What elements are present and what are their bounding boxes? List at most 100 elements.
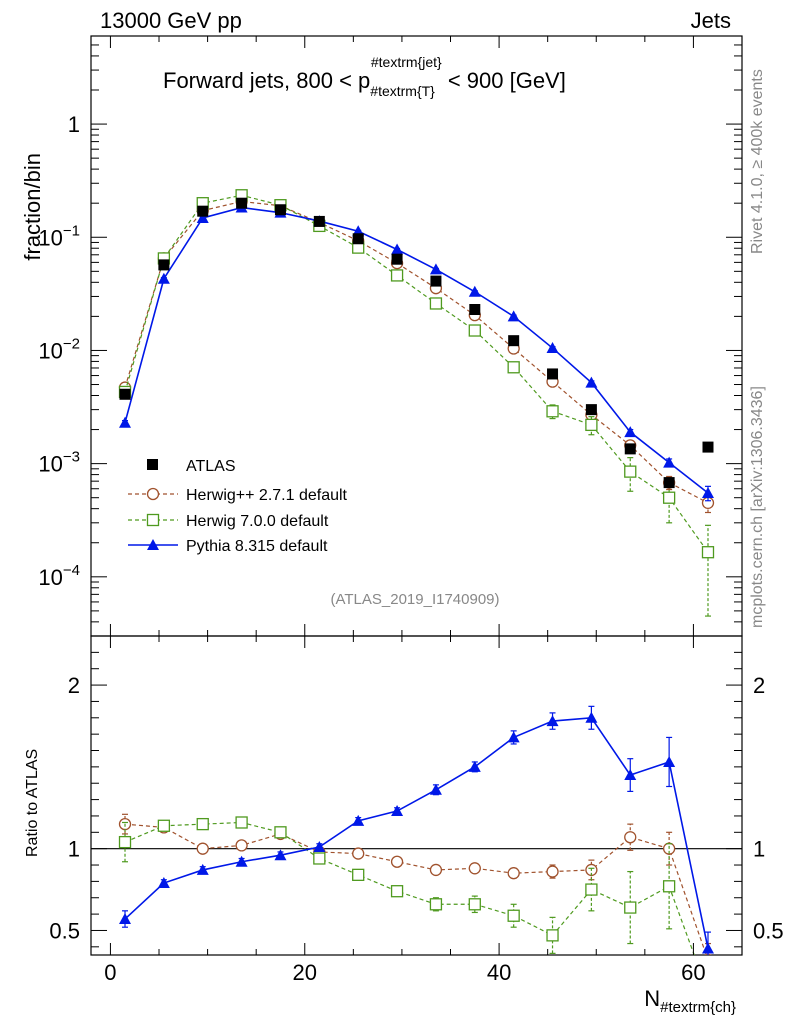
ratio-point-herwigpp <box>352 847 365 860</box>
legend-marker-pythia <box>147 539 159 550</box>
main-point-data <box>391 253 403 265</box>
ratio-point-pythia <box>119 913 132 925</box>
ratio-point-herwigpp <box>235 839 248 852</box>
y-tick-label: 10−4 <box>38 562 80 590</box>
chart-title-tail: < 900 [GeV] <box>442 68 566 93</box>
legend-label-pythia: Pythia 8.315 default <box>186 538 328 555</box>
legend-marker-atlas <box>147 459 158 470</box>
main-line-pythia <box>124 206 709 494</box>
ratio-point-herwig7 <box>702 987 713 998</box>
y-tick-label-base: 10 <box>38 452 62 477</box>
main-point-data <box>274 204 286 216</box>
chart-title-superscript: #textrm{jet} <box>371 54 442 70</box>
main-point-pythia <box>663 456 676 468</box>
chart-title-subscript: #textrm{T} <box>370 83 435 99</box>
x-axis-label: N#textrm{ch} <box>644 986 736 1016</box>
main-plot-layer <box>118 189 715 617</box>
ratio-point-herwigpp <box>546 865 559 878</box>
ratio-series-herwigpp <box>118 813 712 955</box>
main-point-data <box>702 441 714 453</box>
ratio-point-herwig7 <box>352 868 365 881</box>
x-tick-label: 0 <box>104 960 116 985</box>
ratio-point-herwig7 <box>507 909 520 922</box>
main-point-data <box>585 404 597 416</box>
x-axis-label-main: N <box>644 986 660 1011</box>
y-tick-label-base: 10 <box>38 338 62 363</box>
ratio-point-pythia <box>663 755 676 767</box>
main-point-pythia <box>196 211 209 223</box>
ratio-point-pythia <box>235 855 248 867</box>
main-point-herwig7 <box>468 324 481 337</box>
legend-label-atlas: ATLAS <box>186 458 236 475</box>
ratio-point-pythia <box>196 863 209 875</box>
ratio-point-pythia <box>391 805 404 817</box>
main-point-herwig7 <box>701 546 715 559</box>
ratio-point-herwig7 <box>546 929 559 942</box>
legend-marker-herwigpp <box>146 487 160 501</box>
legend: ATLAS Herwig++ 2.7.1 default Herwig 7.0.… <box>128 458 348 555</box>
main-point-data <box>624 443 636 455</box>
ratio-point-pythia <box>157 877 170 889</box>
ratio-point-herwig7 <box>585 883 598 896</box>
main-point-pythia <box>157 272 170 284</box>
ratio-series-herwig7 <box>118 816 713 998</box>
main-point-data <box>430 275 442 287</box>
mcplots-source-label: mcplots.cern.ch [arXiv:1306.3436] <box>749 386 766 628</box>
y-tick-label-exponent: −4 <box>63 562 80 579</box>
main-point-data <box>119 388 131 400</box>
ratio-point-herwigpp <box>624 831 637 844</box>
header-right-label: Jets <box>691 8 731 33</box>
main-point-data <box>313 215 325 227</box>
ratio-point-herwig7 <box>390 885 404 898</box>
ratio-point-herwig7 <box>313 852 326 865</box>
ratio-series-pythia <box>119 705 714 955</box>
ratio-panel-frame <box>90 635 743 956</box>
legend-marker-herwig7 <box>146 513 160 527</box>
ratio-point-herwigpp <box>196 842 209 855</box>
y-tick-label-exponent: −3 <box>63 449 80 466</box>
ratio-point-pythia <box>507 731 520 743</box>
ratio-point-pythia <box>585 711 598 723</box>
main-point-data <box>663 477 675 489</box>
ratio-point-herwig7 <box>118 835 132 849</box>
main-point-pythia <box>391 243 404 255</box>
main-point-herwig7 <box>390 269 404 282</box>
x-tick-label: 60 <box>681 960 705 985</box>
main-point-pythia <box>585 376 598 388</box>
ratio-point-pythia <box>313 841 326 853</box>
main-point-pythia <box>624 426 637 438</box>
ratio-y-tick-label: 1 <box>68 837 80 862</box>
ratio-point-pythia <box>468 760 481 772</box>
main-point-data <box>158 259 170 271</box>
header-left-label: 13000 GeV pp <box>100 8 242 33</box>
rivet-version-label: Rivet 4.1.0, ≥ 400k events <box>749 69 766 254</box>
y-tick-label: 10−3 <box>38 449 80 477</box>
legend-label-herwig7: Herwig 7.0.0 default <box>186 513 329 530</box>
ratio-point-herwig7 <box>662 880 676 893</box>
main-point-data <box>508 335 520 347</box>
main-point-herwig7 <box>662 491 676 504</box>
main-point-herwig7 <box>507 361 520 374</box>
y-tick-label-base: 10 <box>38 225 62 250</box>
ratio-point-herwigpp <box>390 855 404 868</box>
main-point-data <box>197 205 209 217</box>
main-point-pythia <box>546 342 559 354</box>
ratio-y-tick-label-right: 0.5 <box>753 918 784 943</box>
ratio-point-herwig7 <box>235 816 248 829</box>
ratio-point-pythia <box>701 942 714 954</box>
y-tick-label-exponent: −1 <box>63 222 80 239</box>
main-point-herwig7 <box>585 418 598 432</box>
ratio-y-axis-label: Ratio to ATLAS <box>24 749 41 857</box>
x-tick-label: 20 <box>293 960 317 985</box>
main-series-pythia <box>119 201 714 502</box>
main-line-herwig7 <box>124 194 709 553</box>
main-point-pythia <box>507 310 520 322</box>
main-point-data <box>352 233 364 245</box>
x-tick-label: 40 <box>487 960 511 985</box>
ratio-plot-layer <box>91 705 742 998</box>
ratio-point-pythia <box>352 814 365 826</box>
ratio-point-pythia <box>546 715 559 727</box>
ratio-point-herwig7 <box>196 817 209 831</box>
ratio-point-herwig7 <box>429 898 443 911</box>
